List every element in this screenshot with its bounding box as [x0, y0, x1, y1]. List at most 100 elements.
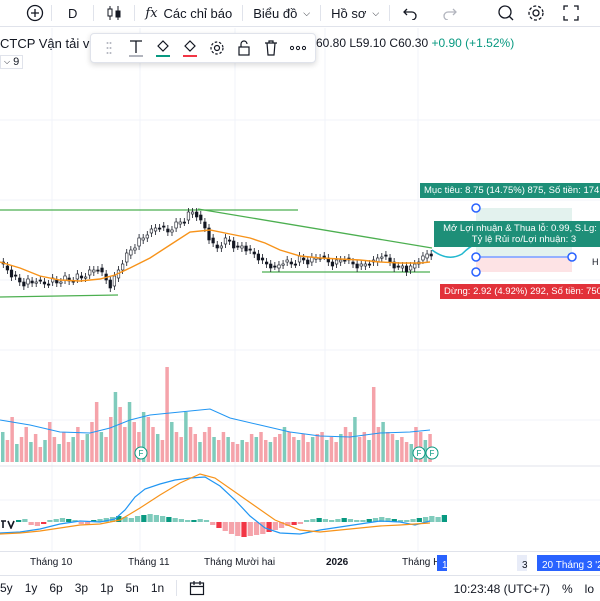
- range-5y[interactable]: 5y: [0, 581, 13, 595]
- settings-button[interactable]: [205, 36, 229, 60]
- macd-bar: [160, 516, 166, 522]
- range-6m[interactable]: 6p: [49, 581, 63, 595]
- macd-bar: [97, 519, 103, 522]
- candle-body: [55, 279, 59, 284]
- stop-color-button[interactable]: [178, 36, 202, 60]
- clock-readout[interactable]: 10:23:48 (UTC+7): [453, 581, 550, 596]
- candle-body: [145, 234, 149, 239]
- candle-body: [380, 256, 384, 259]
- macd-bar: [166, 517, 172, 522]
- settings-button[interactable]: [520, 0, 552, 27]
- range-1m[interactable]: 1p: [100, 581, 114, 595]
- volume-bar: [184, 412, 188, 462]
- lock-button[interactable]: [232, 36, 256, 60]
- range-gap: 3: [517, 555, 528, 571]
- macd-bar: [397, 520, 404, 522]
- candlestick-series: [1, 208, 433, 292]
- macd-bar: [153, 515, 159, 522]
- volume-bar: [217, 440, 221, 462]
- volume-bar: [353, 417, 357, 462]
- volume-bar: [141, 412, 146, 462]
- symbol-title[interactable]: CTCP Vận tải và: [0, 36, 97, 51]
- candle-body: [203, 221, 207, 229]
- volume-bar: [160, 440, 165, 462]
- macd-bar: [297, 522, 303, 524]
- chevron-down-icon: ⌵: [372, 7, 380, 18]
- volume-bar: [85, 434, 90, 462]
- range-1y[interactable]: 1y: [24, 581, 38, 595]
- more-button[interactable]: [286, 36, 310, 60]
- range-end-chip[interactable]: 20 Tháng 3 '26: [537, 555, 600, 571]
- volume-bar: [170, 422, 174, 462]
- volume-bar: [151, 427, 155, 462]
- macd-bar: [316, 518, 322, 522]
- volume-bar: [165, 367, 169, 462]
- go-to-date-button[interactable]: [183, 580, 211, 596]
- candle-body: [277, 264, 281, 269]
- volume-bar: [249, 434, 254, 462]
- position-handles[interactable]: [471, 203, 577, 277]
- range-3m[interactable]: 3p: [74, 581, 89, 595]
- stop-zone[interactable]: [476, 258, 572, 272]
- candle-body: [343, 259, 347, 262]
- candle-body: [88, 269, 92, 276]
- macd-bar: [410, 519, 416, 522]
- range-5d[interactable]: 5n: [125, 581, 139, 595]
- volume-bar: [343, 427, 348, 462]
- candle-body: [207, 227, 211, 241]
- fullscreen-button[interactable]: [556, 0, 586, 27]
- candle-body: [256, 253, 260, 261]
- indicators-button[interactable]: fx Các chỉ báo: [145, 5, 233, 21]
- candle-body: [265, 261, 269, 265]
- volume-ma-line: [0, 408, 431, 438]
- chart-type-button[interactable]: [94, 0, 134, 27]
- candle-body: [129, 249, 133, 256]
- delete-button[interactable]: [259, 36, 283, 60]
- volume-bar: [29, 442, 33, 462]
- volume-bar: [395, 440, 399, 462]
- range-start-chip[interactable]: 18 Tháng Hai '26: [437, 555, 518, 571]
- candle-body: [162, 225, 166, 228]
- profile-menu-button[interactable]: Hồ sơ ⌵: [331, 5, 380, 21]
- time-axis[interactable]: Tháng 10 Tháng 11 Tháng Mười hai 2026 Th…: [0, 551, 600, 573]
- candle-body: [273, 265, 277, 268]
- macd-bar: [366, 519, 372, 522]
- chart-menu-button[interactable]: Biểu đồ ⌵: [253, 5, 311, 21]
- gear-icon: [209, 41, 224, 55]
- candle-body: [388, 257, 392, 263]
- macd-bar: [84, 522, 91, 525]
- range-1d[interactable]: 1n: [150, 581, 165, 595]
- volume-bar: [15, 444, 19, 462]
- candle-body: [240, 245, 244, 249]
- interval-button[interactable]: D: [68, 5, 78, 21]
- undo-icon: [403, 8, 417, 20]
- price-chart[interactable]: F F F: [0, 28, 600, 551]
- log-toggle[interactable]: lo: [584, 581, 594, 596]
- dividend-markers[interactable]: F F F: [134, 446, 439, 460]
- text-color-button[interactable]: [124, 36, 148, 60]
- add-symbol-button[interactable]: [0, 0, 51, 27]
- undo-button[interactable]: [390, 0, 430, 27]
- volume-bar: [259, 432, 263, 462]
- candle-body: [302, 257, 306, 261]
- candle-body: [248, 248, 252, 251]
- paint-bucket-icon: [155, 40, 170, 57]
- macd-bar: [191, 520, 197, 522]
- redo-button[interactable]: [430, 0, 470, 27]
- collapse-indicators-button[interactable]: ⌵ 9: [0, 55, 24, 69]
- candle-body: [5, 265, 10, 271]
- percent-toggle[interactable]: %: [561, 581, 573, 596]
- volume-bar: [71, 437, 75, 462]
- macd-bar: [435, 517, 441, 522]
- macd-bar: [260, 522, 266, 534]
- fill-color-button[interactable]: [151, 36, 175, 60]
- candle-body: [236, 245, 240, 248]
- macd-signal-line: [0, 473, 431, 535]
- axis-label: Tháng Mười hai: [204, 557, 276, 568]
- macd-bar: [216, 522, 222, 528]
- candle-body: [149, 228, 154, 234]
- search-button[interactable]: [490, 0, 522, 27]
- drag-handle[interactable]: [97, 36, 121, 60]
- volume-bar: [381, 422, 385, 462]
- volume-bar: [80, 440, 85, 462]
